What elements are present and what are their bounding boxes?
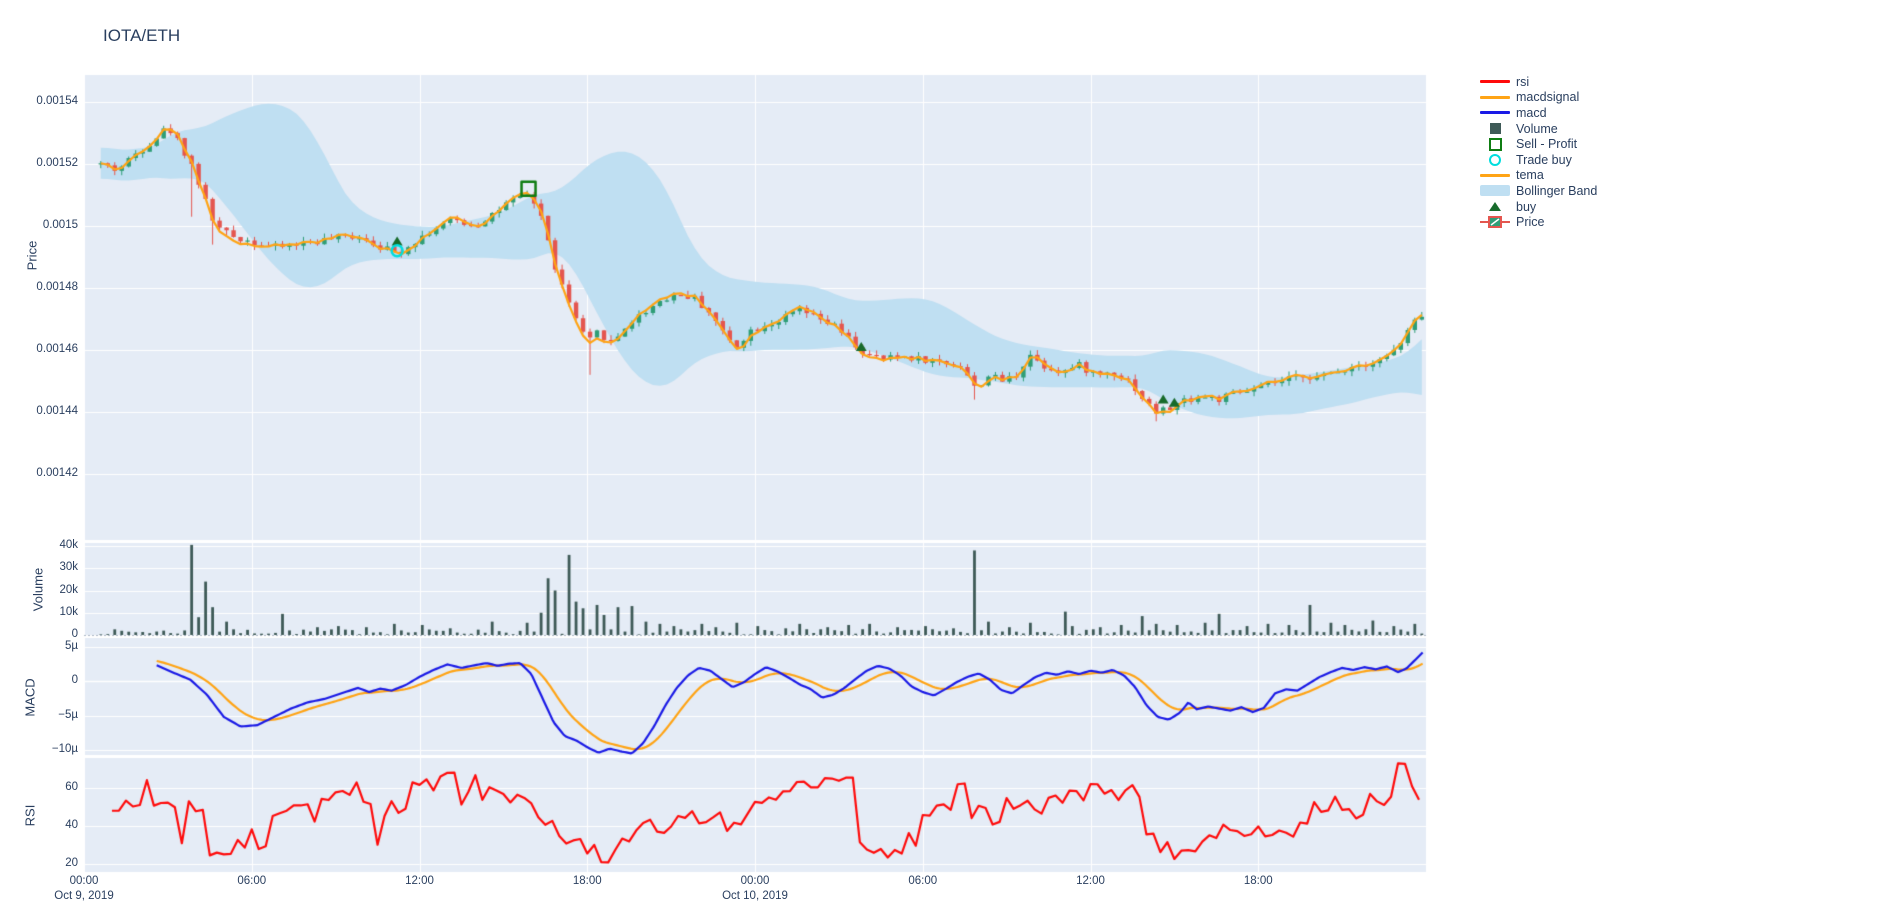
y-tick-label-rsi: 40	[65, 819, 78, 831]
legend-label: Volume	[1516, 121, 1558, 136]
legend-item-volume[interactable]: Volume	[1480, 121, 1597, 137]
macd-line-icon	[1480, 111, 1510, 115]
y-tick-label-volume: 0	[71, 628, 78, 640]
y-tick-label-price: 0.00144	[36, 405, 78, 417]
legend-item-price[interactable]: Price	[1480, 214, 1597, 230]
y-tick-label-macd: −5µ	[58, 708, 78, 721]
legend: rsi macdsignal macd Volume Sell - Profit Trad…	[1480, 74, 1597, 230]
legend-label: Trade buy	[1516, 152, 1572, 167]
legend-label: rsi	[1516, 74, 1530, 89]
x-tick-date: Oct 10, 2019	[722, 890, 788, 902]
y-tick-label-macd: −10µ	[51, 743, 78, 755]
price-axis-title: Price	[24, 240, 40, 271]
y-tick-label-macd: 0	[71, 674, 78, 686]
x-tick-label: 06:00	[908, 875, 938, 887]
x-tick-label: 18:00	[572, 875, 602, 887]
legend-label: macdsignal	[1516, 90, 1580, 105]
legend-item-tema[interactable]: tema	[1480, 168, 1597, 184]
x-tick-label: 12:00	[405, 875, 434, 887]
legend-item-bollinger-band[interactable]: Bollinger Band	[1480, 183, 1597, 199]
price-candle-icon	[1480, 215, 1510, 229]
buy-triangle-icon	[1480, 202, 1510, 212]
macdsignal-line-icon	[1480, 95, 1510, 99]
legend-item-buy[interactable]: buy	[1480, 199, 1597, 215]
volume-square-icon	[1480, 123, 1510, 135]
rsi-line-icon	[1480, 80, 1510, 84]
y-tick-label-price: 0.0015	[42, 219, 78, 231]
bollinger-band-icon	[1480, 185, 1510, 197]
y-tick-label-volume: 30k	[59, 561, 78, 574]
legend-label: tema	[1516, 168, 1544, 183]
x-tick-label: 00:00	[69, 875, 99, 887]
x-tick-label: 18:00	[1243, 875, 1273, 887]
legend-label: Price	[1516, 215, 1545, 230]
y-tick-label-price: 0.00148	[36, 281, 78, 293]
x-tick-label: 00:00	[740, 875, 770, 887]
y-tick-label-rsi: 60	[65, 781, 78, 793]
legend-label: Bollinger Band	[1516, 183, 1598, 198]
legend-label: Sell - Profit	[1516, 137, 1578, 152]
page-title: IOTA/ETH	[103, 26, 181, 45]
y-tick-label-price: 0.00154	[36, 95, 78, 107]
legend-label: buy	[1516, 199, 1537, 214]
legend-item-rsi[interactable]: rsi	[1480, 74, 1597, 90]
x-tick-label: 06:00	[237, 875, 267, 887]
y-tick-label-volume: 10k	[59, 605, 78, 618]
tema-line-icon	[1480, 173, 1510, 177]
legend-item-macd[interactable]: macd	[1480, 105, 1597, 121]
legend-item-macdsignal[interactable]: macdsignal	[1480, 90, 1597, 106]
x-tick-date: Oct 9, 2019	[54, 890, 114, 902]
x-tick-label: 12:00	[1076, 875, 1105, 887]
legend-item-sell-profit[interactable]: Sell - Profit	[1480, 136, 1597, 152]
legend-label: macd	[1516, 105, 1547, 120]
y-tick-label-price: 0.00142	[36, 467, 78, 479]
y-tick-label-price: 0.00146	[36, 343, 78, 355]
macd-axis-title: MACD	[22, 678, 38, 717]
y-tick-label-price: 0.00152	[36, 157, 78, 169]
legend-item-trade-buy[interactable]: Trade buy	[1480, 152, 1597, 168]
y-tick-label-volume: 20k	[59, 583, 78, 596]
y-tick-label-macd: 5µ	[64, 639, 78, 652]
y-tick-label-volume: 40k	[59, 539, 78, 551]
trade-buy-circle-icon	[1480, 153, 1510, 166]
y-tick-label-rsi: 20	[65, 857, 78, 869]
sell-profit-square-icon	[1480, 137, 1510, 151]
